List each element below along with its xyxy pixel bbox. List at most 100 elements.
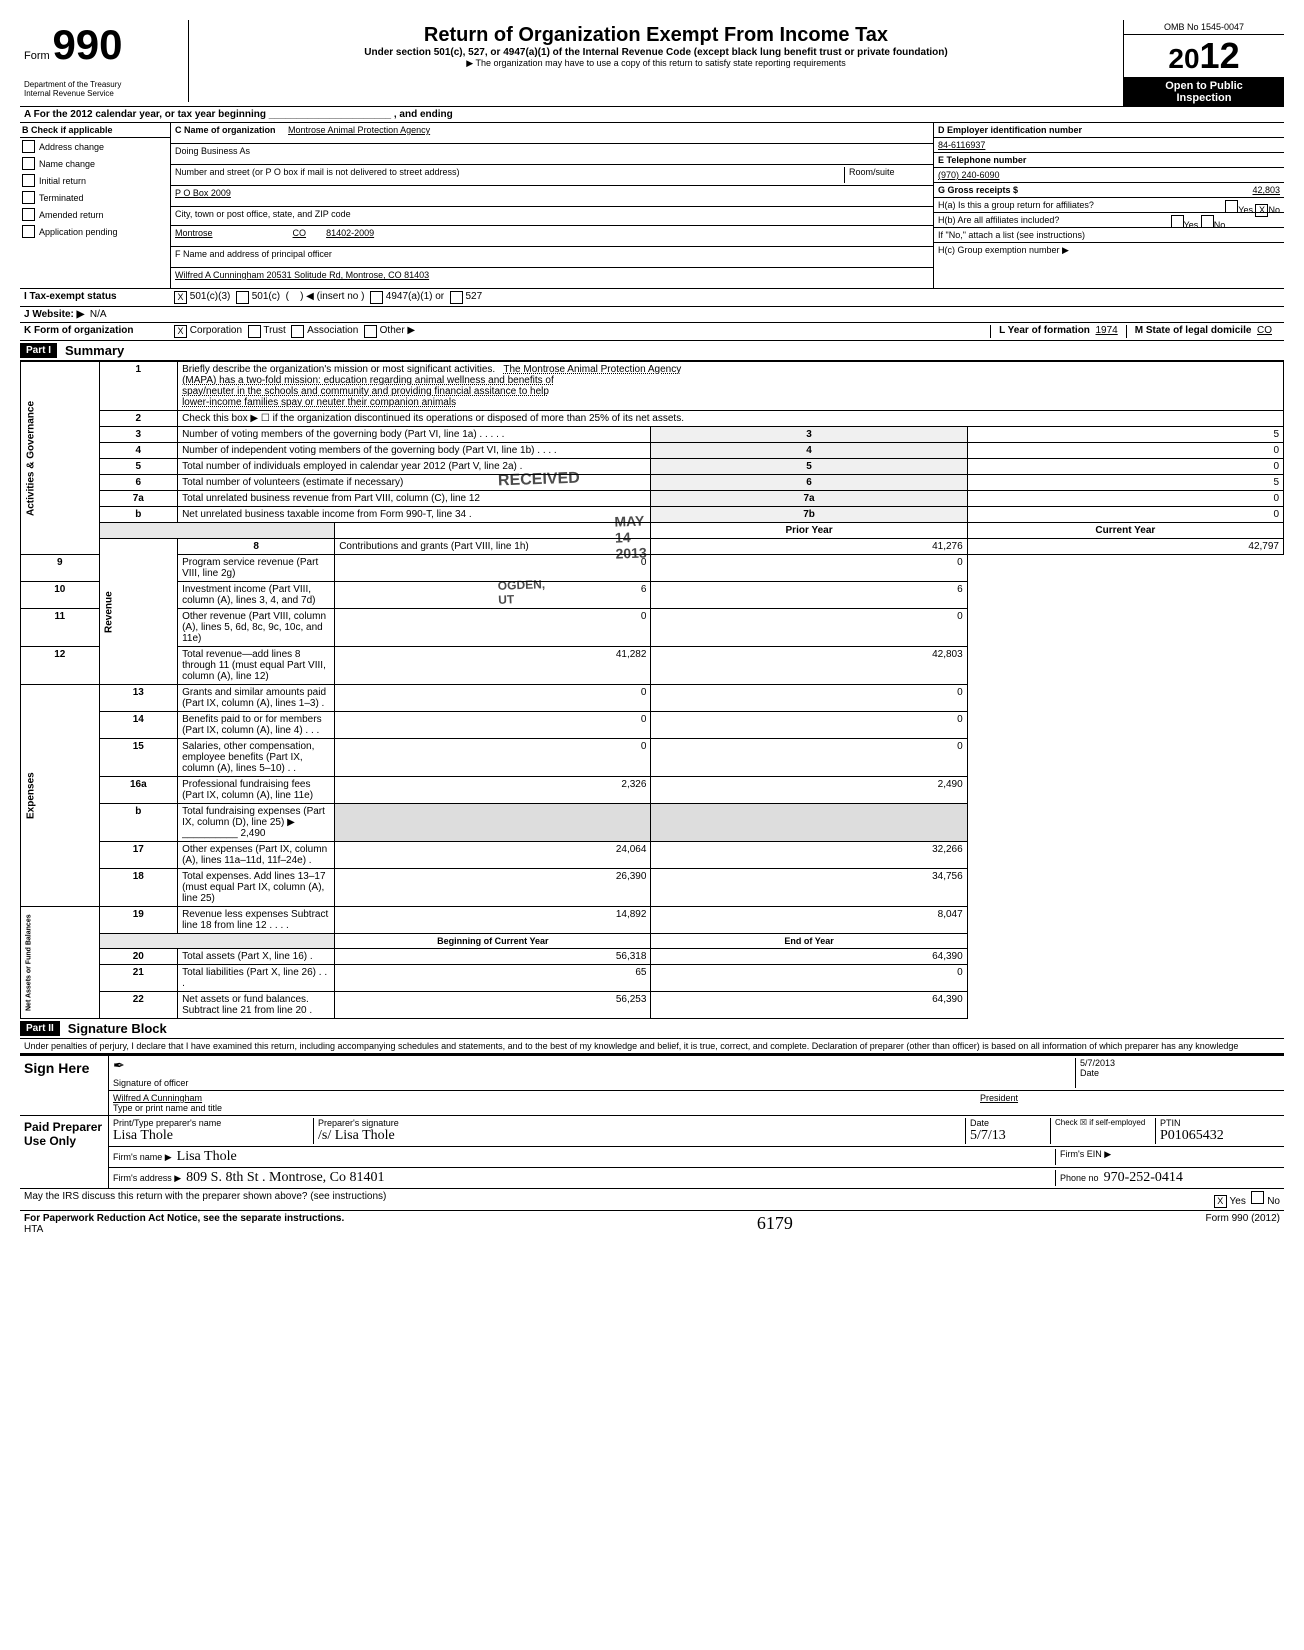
firm-addr-label: Firm's address ▶ <box>113 1173 181 1183</box>
curr-val: 0 <box>651 609 967 647</box>
checkbox-icon[interactable]: X <box>174 291 187 304</box>
line-num: 6 <box>99 475 178 491</box>
line-desc: Program service revenue (Part VIII, line… <box>178 555 335 582</box>
checkbox-icon[interactable] <box>22 140 35 153</box>
line-box: 6 <box>651 475 967 491</box>
checkbox-icon[interactable] <box>22 174 35 187</box>
org-name: Montrose Animal Protection Agency <box>288 125 430 135</box>
lbl-app-pending: Application pending <box>39 227 118 237</box>
sig-date: 5/7/2013 <box>1080 1058 1280 1068</box>
stamp-cell: MAY 14 2013 <box>335 523 651 539</box>
line-num: 12 <box>21 647 100 685</box>
checkbox-icon[interactable] <box>248 325 261 338</box>
checkbox-icon[interactable] <box>1225 200 1238 213</box>
org-name-row: C Name of organization Montrose Animal P… <box>171 123 933 144</box>
checkbox-icon[interactable] <box>1251 1191 1264 1204</box>
chk-terminated[interactable]: Terminated <box>20 189 170 206</box>
chk-app-pending[interactable]: Application pending <box>20 223 170 240</box>
line-num: 9 <box>21 555 100 582</box>
form-number: 990 <box>52 21 122 68</box>
k-other: Other ▶ <box>380 325 415 338</box>
end-year-header: End of Year <box>651 934 967 949</box>
check-self-employed: Check ☒ if self-employed <box>1051 1118 1156 1144</box>
preparer-right: Print/Type preparer's name Lisa Thole Pr… <box>109 1116 1284 1188</box>
line-val: 5 <box>967 427 1283 443</box>
discuss-label: May the IRS discuss this return with the… <box>24 1191 1214 1208</box>
chk-initial-return[interactable]: Initial return <box>20 172 170 189</box>
dept-treasury: Department of the Treasury <box>24 80 184 89</box>
prior-val: 0 <box>335 712 651 739</box>
prep-date-label: Date <box>970 1118 1050 1128</box>
discuss-row: May the IRS discuss this return with the… <box>20 1189 1284 1211</box>
sidebar-expenses: Expenses <box>21 685 100 907</box>
line-val: 0 <box>967 491 1283 507</box>
gross-value: 42,803 <box>1252 185 1280 195</box>
prior-val: 2,326 <box>335 777 651 804</box>
curr-val: 34,756 <box>651 869 967 907</box>
j-label: J Website: ▶ <box>24 309 84 320</box>
line-num: 1 <box>99 362 178 411</box>
curr-val: 0 <box>651 685 967 712</box>
prep-signature: /s/ Lisa Thole <box>318 1128 965 1144</box>
city-label-row: City, town or post office, state, and ZI… <box>171 207 933 226</box>
chk-address-change[interactable]: Address change <box>20 138 170 155</box>
checkbox-icon[interactable] <box>22 208 35 221</box>
checkbox-icon[interactable] <box>1171 215 1184 228</box>
form-header: Form 990 Department of the Treasury Inte… <box>20 20 1284 107</box>
preparer-row1: Print/Type preparer's name Lisa Thole Pr… <box>109 1116 1284 1147</box>
curr-val: 2,490 <box>651 777 967 804</box>
hb-label: H(b) Are all affiliates included? <box>938 215 1059 225</box>
line-desc: Professional fundraising fees (Part IX, … <box>178 777 335 804</box>
addr-row: P O Box 2009 <box>171 186 933 207</box>
paperwork-notice: For Paperwork Reduction Act Notice, see … <box>24 1213 344 1224</box>
lbl-name-change: Name change <box>39 159 95 169</box>
i-501c: 501(c) <box>252 291 280 304</box>
checkbox-icon[interactable]: X <box>1255 204 1268 217</box>
mission-1: The Montrose Animal Protection Agency <box>503 364 681 375</box>
gross-row: G Gross receipts $ 42,803 <box>934 183 1284 198</box>
checkbox-icon[interactable] <box>1201 215 1214 228</box>
curr-val: 0 <box>651 555 967 582</box>
firm-name: Lisa Thole <box>177 1149 237 1164</box>
checkbox-icon[interactable] <box>291 325 304 338</box>
section-a: A For the 2012 calendar year, or tax yea… <box>20 107 1284 123</box>
dept-irs: Internal Revenue Service <box>24 89 184 98</box>
curr-val: 0 <box>651 739 967 777</box>
date-label: Date <box>1080 1068 1280 1078</box>
i-insert: ◀ (insert no ) <box>306 291 364 304</box>
checkbox-icon[interactable] <box>22 225 35 238</box>
line-desc: Total fundraising expenses (Part IX, col… <box>178 804 335 842</box>
checkbox-icon[interactable] <box>236 291 249 304</box>
chk-amended[interactable]: Amended return <box>20 206 170 223</box>
line-desc: Number of independent voting members of … <box>178 443 651 459</box>
officer-row: Wilfred A Cunningham 20531 Solitude Rd, … <box>171 268 933 288</box>
checkbox-icon[interactable] <box>450 291 463 304</box>
line-num: 20 <box>99 949 178 965</box>
curr-val: 0 <box>651 965 967 992</box>
checkbox-icon[interactable] <box>22 191 35 204</box>
checkbox-icon[interactable] <box>22 157 35 170</box>
line-desc: Salaries, other compensation, employee b… <box>178 739 335 777</box>
chk-name-change[interactable]: Name change <box>20 155 170 172</box>
part2-header: Part II Signature Block <box>20 1019 1284 1039</box>
stamp-received: RECEIVED <box>498 470 580 491</box>
line-num: 15 <box>99 739 178 777</box>
k-assoc: Association <box>307 325 358 338</box>
line-desc: Other expenses (Part IX, column (A), lin… <box>178 842 335 869</box>
perjury-text: Under penalties of perjury, I declare th… <box>20 1039 1284 1054</box>
preparer-row2: Firm's name ▶ Lisa Thole Firm's EIN ▶ <box>109 1147 1284 1168</box>
stamp-ogden: OGDEN, UT <box>498 577 546 607</box>
line-num: 8 <box>178 539 335 555</box>
checkbox-icon[interactable]: X <box>174 325 187 338</box>
prior-val: 24,064 <box>335 842 651 869</box>
i-label: I Tax-exempt status <box>24 291 174 304</box>
checkbox-icon[interactable] <box>364 325 377 338</box>
begin-year-header: Beginning of Current Year <box>335 934 651 949</box>
prior-val: 0 <box>335 555 651 582</box>
line-num: 2 <box>99 411 178 427</box>
checkbox-icon[interactable] <box>370 291 383 304</box>
checkbox-icon[interactable]: X <box>1214 1195 1227 1208</box>
prior-val <box>335 804 651 842</box>
officer-label-row: F Name and address of principal officer <box>171 247 933 268</box>
firm-name-label: Firm's name ▶ <box>113 1152 172 1162</box>
